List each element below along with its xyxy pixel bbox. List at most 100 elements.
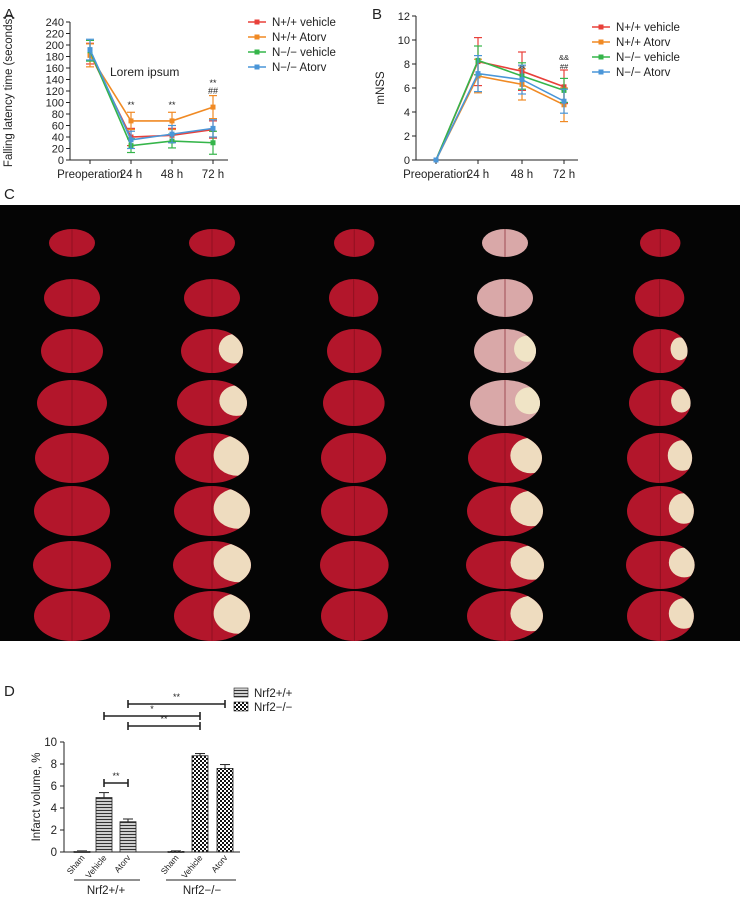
legend-swatch — [233, 701, 249, 712]
significance-mark: && — [559, 53, 569, 62]
y-tick-label: 60 — [52, 121, 64, 133]
infarct-region — [213, 488, 250, 529]
slice-tissue — [181, 329, 243, 373]
bracket-label: ** — [112, 771, 120, 781]
legend-label: N+/+ Atorv — [272, 32, 327, 44]
slice-tissue — [326, 329, 382, 373]
y-tick-label: 80 — [52, 109, 64, 121]
y-tick-label: 4 — [51, 803, 58, 815]
infarct-region — [671, 388, 691, 413]
data-point — [210, 125, 216, 131]
legend-swatch-marker — [254, 64, 260, 70]
infarct-region — [213, 543, 251, 583]
y-tick-label: 2 — [404, 131, 410, 143]
y-tick-label: 2 — [51, 825, 57, 837]
slice-tissue — [321, 433, 387, 483]
panel-label-a: A — [4, 6, 15, 23]
infarct-region — [514, 387, 540, 415]
brain-slice-c1-r4 — [37, 380, 107, 426]
brain-slice-c3-r5 — [321, 433, 387, 483]
legend-label: N+/+ vehicle — [616, 22, 680, 34]
x-tick-label: Preoperation — [403, 169, 469, 181]
y-tick-label: 40 — [52, 132, 64, 144]
series-line — [435, 72, 565, 161]
slice-tissue — [635, 279, 685, 317]
brain-slice-c4-r1 — [482, 229, 528, 257]
x-tick-label: 72 h — [202, 169, 224, 181]
x-tick-label: 72 h — [553, 169, 575, 181]
bar — [73, 851, 91, 853]
brain-slice-c2-r7 — [173, 541, 251, 589]
data-point — [561, 98, 567, 104]
brain-slice-c5-r3 — [632, 329, 688, 373]
y-tick-label: 240 — [46, 17, 64, 29]
brain-slice-c2-r4 — [177, 380, 247, 426]
y-tick-label: 140 — [46, 75, 64, 87]
brain-slice-c4-r5 — [468, 433, 542, 483]
slice-tissue — [625, 541, 695, 589]
brain-slice-c5-r4 — [629, 380, 691, 426]
slice-tissue — [175, 433, 249, 483]
legend-label: N−/− Atorv — [272, 62, 327, 74]
data-point — [128, 137, 134, 143]
data-point — [169, 118, 175, 124]
bracket-label: ** — [160, 714, 168, 724]
brain-slice-c3-r4 — [323, 380, 385, 426]
brain-slice-c1-r7 — [33, 541, 111, 589]
legend-label: Nrf2−/− — [254, 702, 293, 714]
data-point — [87, 47, 93, 53]
slice-tissue — [329, 279, 379, 317]
series-line — [89, 54, 214, 122]
series-n-atorv — [86, 38, 217, 150]
slice-tissue — [639, 229, 681, 257]
y-tick-label: 0 — [404, 155, 410, 167]
infarct-region — [213, 593, 250, 634]
bracket-label: ** — [173, 692, 181, 702]
x-tick-label: 24 h — [467, 169, 489, 181]
bar — [216, 768, 234, 853]
group-label: Nrf2−/− — [183, 885, 222, 897]
data-point — [433, 157, 439, 163]
infarct-region — [670, 337, 688, 361]
slice-tissue — [184, 279, 240, 317]
brain-slice-c3-r3 — [326, 329, 382, 373]
chart-annotation: Lorem ipsum — [110, 65, 179, 79]
y-tick-label: 180 — [46, 52, 64, 64]
legend-swatch-marker — [598, 39, 604, 45]
infarct-region — [514, 335, 536, 362]
slice-tissue — [626, 486, 694, 536]
brain-slice-c1-r3 — [41, 329, 103, 373]
legend-swatch-marker — [598, 24, 604, 30]
series-n-atorv — [433, 54, 568, 163]
slice-tissue — [323, 380, 385, 426]
legend-label: N+/+ vehicle — [272, 17, 336, 29]
y-tick-label: 6 — [404, 83, 410, 95]
slice-tissue — [466, 541, 544, 589]
slice-tissue — [627, 433, 693, 483]
y-axis-label: Falling latency time (seconds) — [3, 15, 15, 167]
brain-slice-c1-r8 — [34, 591, 110, 641]
brain-slice-c2-r3 — [181, 329, 243, 373]
brain-slice-c1-r1 — [49, 229, 95, 257]
brain-slice-c4-r2 — [477, 279, 533, 317]
bar — [95, 797, 113, 853]
significance-mark: ** — [168, 100, 176, 110]
legend-swatch — [233, 687, 249, 698]
brain-slice-c3-r7 — [319, 541, 389, 589]
legend-swatch-marker — [598, 54, 604, 60]
brain-slice-c3-r1 — [333, 229, 375, 257]
slice-tissue — [33, 541, 111, 589]
series-n-vehicle — [433, 45, 568, 163]
x-tick-label: 48 h — [511, 169, 533, 181]
data-point — [210, 104, 216, 110]
data-point — [128, 118, 134, 124]
slice-tissue — [44, 279, 100, 317]
brain-slice-c5-r5 — [627, 433, 693, 483]
significance-mark: ** — [127, 100, 135, 110]
slice-tissue — [470, 380, 540, 426]
y-tick-label: 4 — [404, 107, 410, 119]
legend-swatch-marker — [598, 69, 604, 75]
bar — [167, 851, 185, 853]
slice-tissue — [333, 229, 375, 257]
